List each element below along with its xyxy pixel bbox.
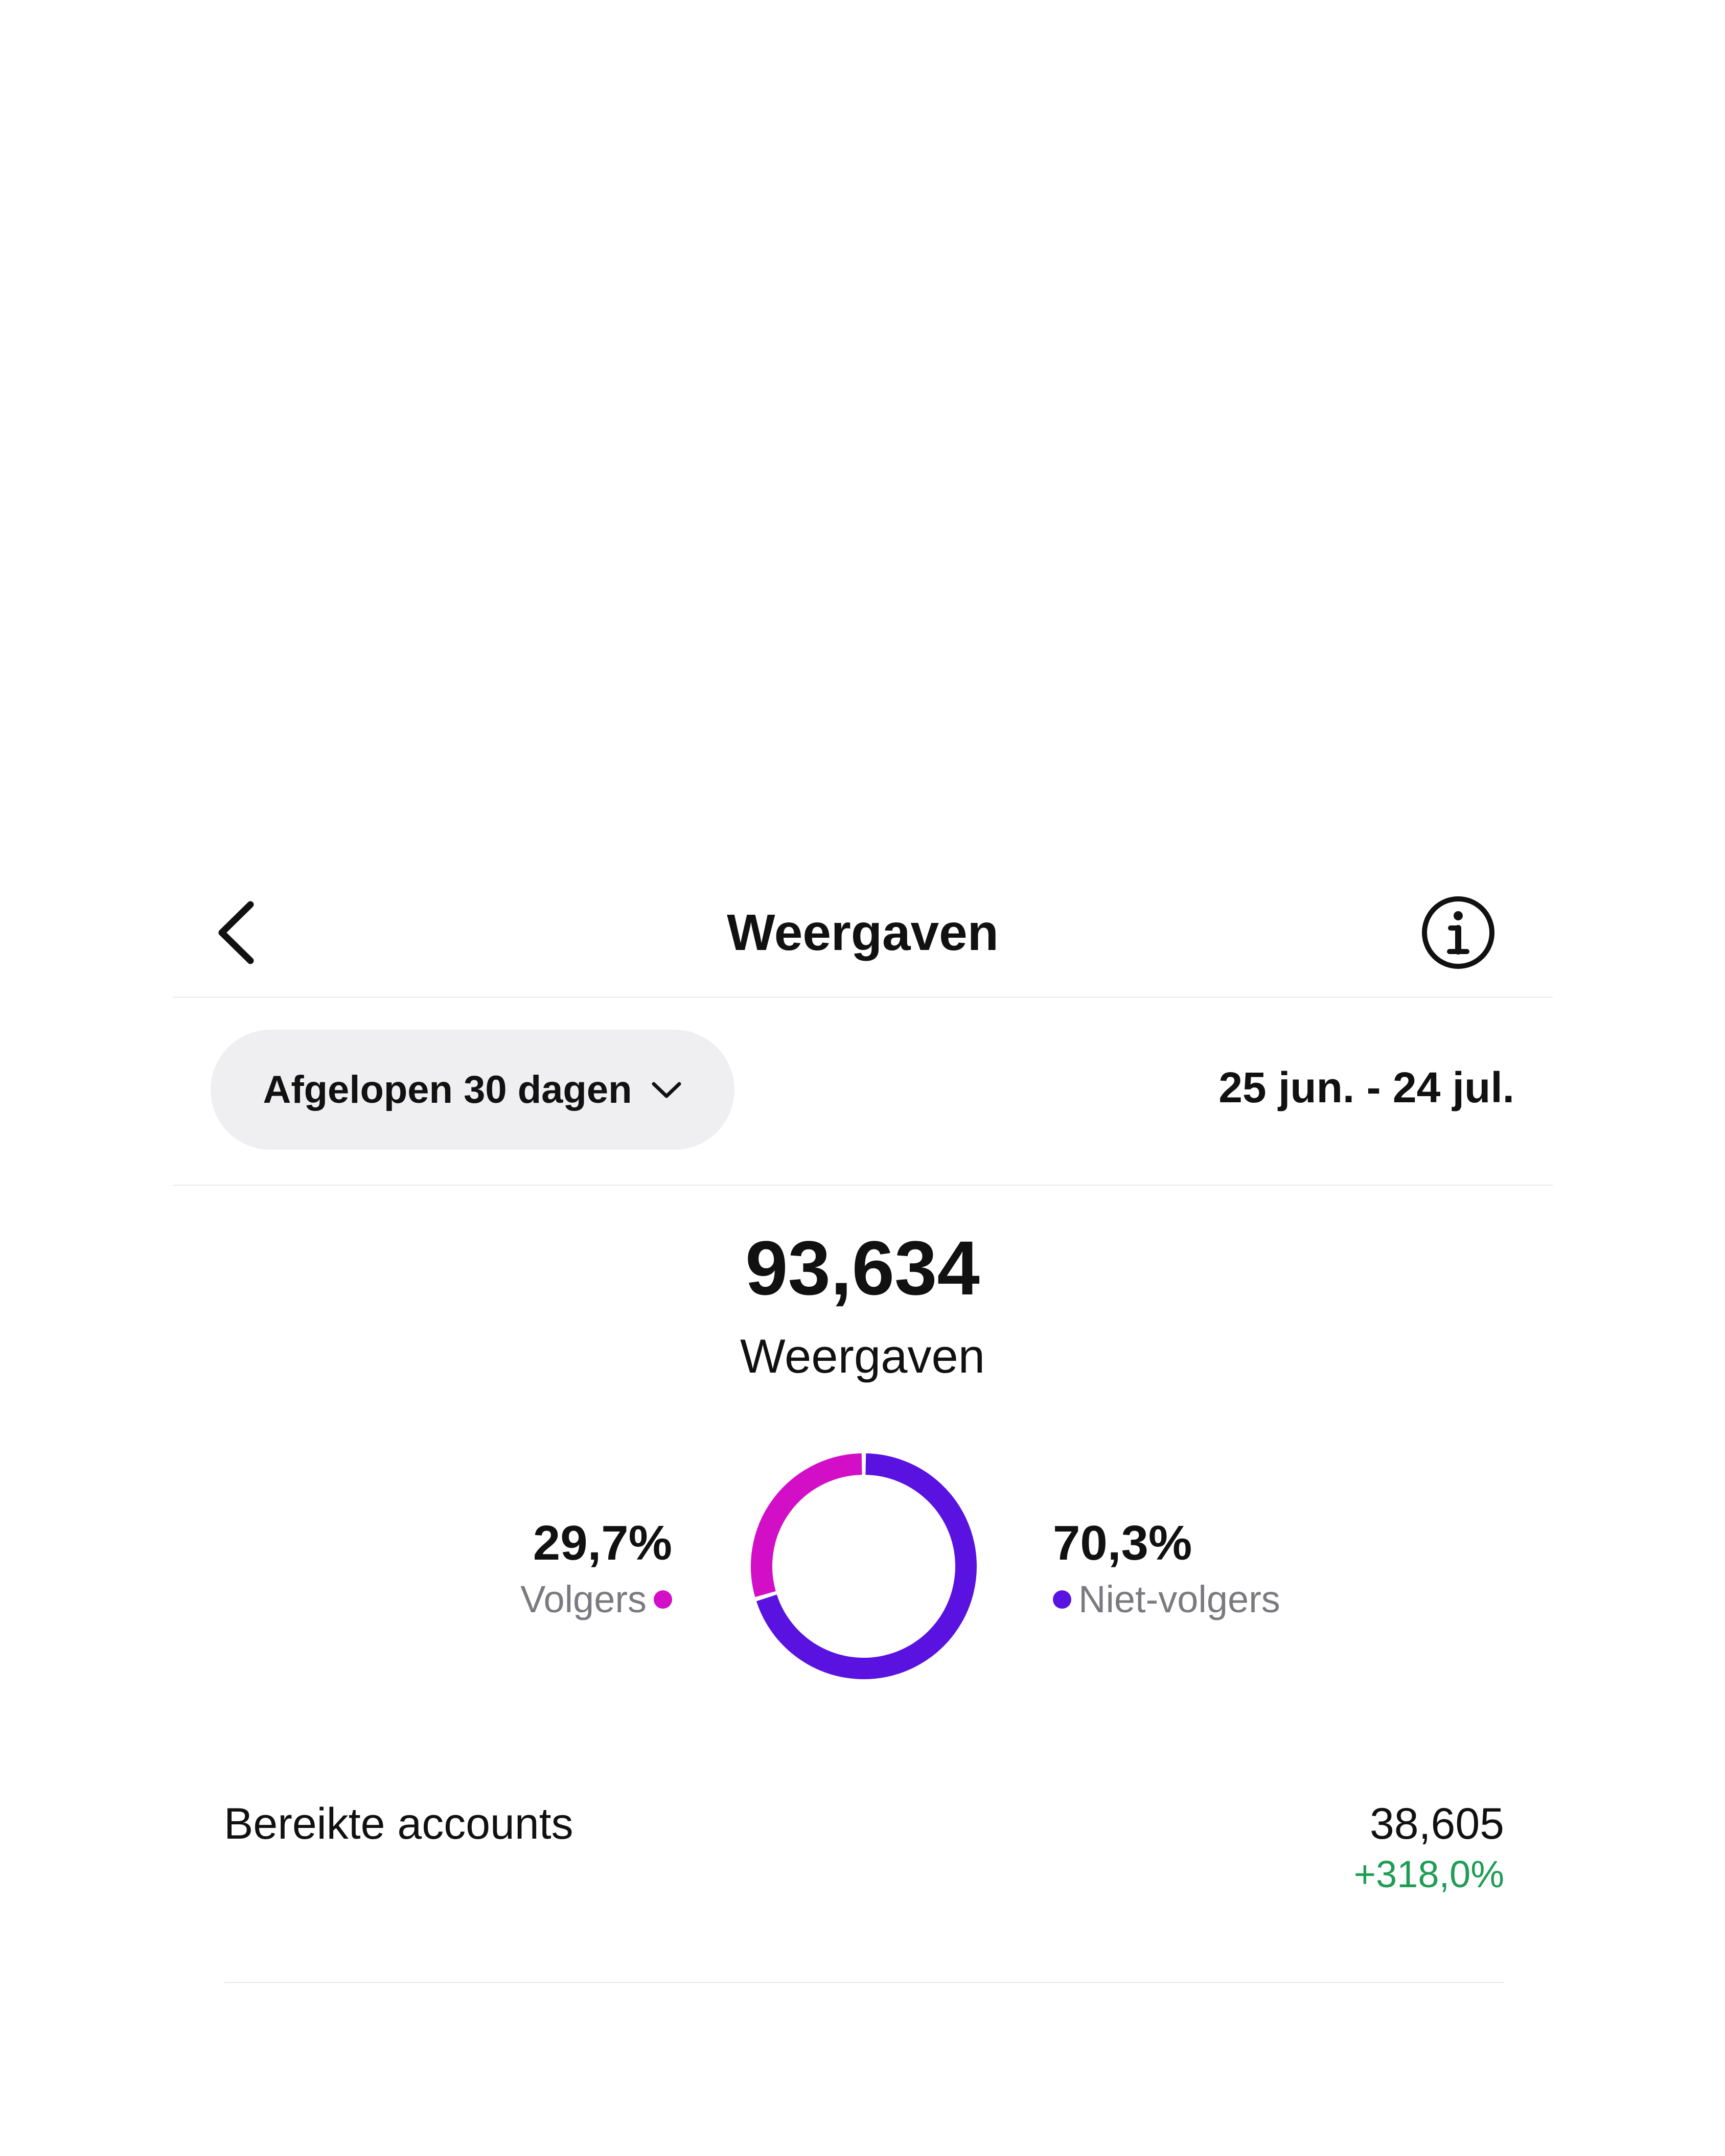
total-views-label: Weergaven (740, 1329, 985, 1383)
filter-divider (173, 1185, 1553, 1186)
accounts-reached-value: 38,605 (1369, 1799, 1504, 1848)
metric-divider (224, 1982, 1504, 1983)
followers-legend: 29,7% Volgers (520, 1513, 672, 1625)
date-range-dropdown-label: Afgelopen 30 dagen (263, 1068, 632, 1111)
views-donut-chart (751, 1453, 977, 1679)
non-followers-color-dot (1053, 1590, 1071, 1609)
chevron-left-icon (218, 901, 254, 964)
followers-label: Volgers (520, 1578, 647, 1620)
followers-color-dot (654, 1590, 672, 1609)
non-followers-legend: 70,3% Niet-volgers (1053, 1513, 1280, 1625)
date-range-dropdown[interactable]: Afgelopen 30 dagen (211, 1030, 734, 1150)
followers-percent: 29,7% (533, 1516, 672, 1570)
page-title: Weergaven (727, 904, 999, 961)
chevron-down-icon (652, 1082, 681, 1098)
non-followers-label: Niet-volgers (1078, 1578, 1280, 1620)
info-button[interactable] (1415, 889, 1502, 976)
back-button[interactable] (203, 894, 270, 971)
non-followers-percent: 70,3% (1053, 1516, 1192, 1570)
date-range-text: 25 jun. - 24 jul. (1218, 1063, 1514, 1111)
followers-segment (751, 1453, 862, 1597)
top-bar: Weergaven (173, 869, 1553, 996)
accounts-reached-change: +318,0% (1353, 1853, 1504, 1895)
info-circle-icon (1422, 896, 1494, 969)
header-divider (173, 996, 1553, 998)
total-views-value: 93,634 (745, 1225, 980, 1311)
accounts-reached-label: Bereikte accounts (224, 1799, 573, 1848)
non-followers-segment (756, 1453, 977, 1679)
